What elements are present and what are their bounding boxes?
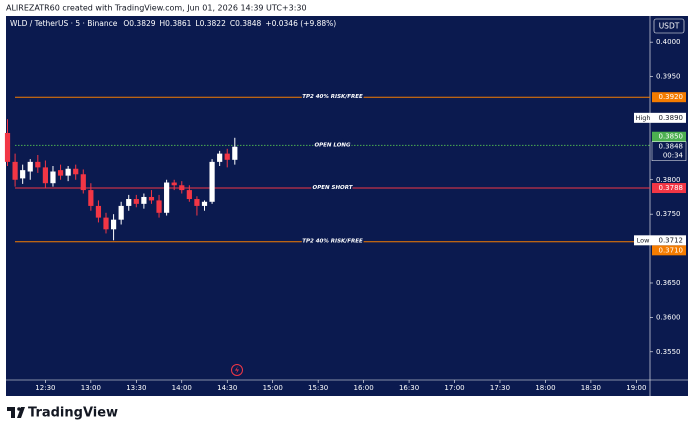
x-tick-label: 13:00 [81,384,101,392]
candle-body [12,161,18,180]
candle-body [133,199,139,204]
candle-body [80,174,86,191]
candle-body [65,168,71,176]
candle-body [35,161,41,168]
candle-body [27,161,33,172]
candle-body [42,167,48,184]
last-price-label: 0.3848 [659,143,684,151]
candle-body [126,199,132,206]
symbol: WLD / TetherUS · 5 · Binance [10,19,118,28]
candle-body [95,205,102,218]
candle-body [217,153,223,162]
level-price-label: 0.3788 [659,184,684,192]
level-price-label-box [652,131,686,142]
x-tick-label: 18:30 [581,384,601,392]
candle-body [4,132,11,162]
level-label: TP2 40% RISK/FREE [302,94,363,100]
level-price-label-box [652,245,686,256]
level-price-label: 0.3920 [659,93,684,101]
low-price-label: 0.3712 [659,236,684,244]
y-tick-label: 0.3750 [656,210,681,218]
x-tick-label: 19:00 [626,384,646,392]
candle-body [164,182,170,213]
x-tick-label: 13:30 [126,384,146,392]
candle-body [209,161,215,202]
alert-icon [231,364,243,376]
x-tick-label: 17:30 [490,384,510,392]
candle-body [148,196,155,201]
y-tick-label: 0.3800 [656,176,681,184]
x-tick-label: 17:00 [444,384,464,392]
brand: TradingView [28,406,118,421]
candle-body [118,205,124,220]
level-label: OPEN SHORT [313,185,354,191]
last-price-box [651,141,687,161]
ohlc-value: C0.3848 [230,19,262,28]
currency-box [653,18,685,34]
high-price-label-box [652,112,686,123]
level-price-label-box [652,183,686,194]
candle-body [50,171,56,184]
y-tick-label: 0.3950 [656,73,681,81]
candle-body [171,182,177,186]
candle-body [88,190,94,206]
level-price-label: 0.3850 [659,133,684,141]
candle-body [194,199,200,206]
x-tick-label: 18:00 [535,384,555,392]
level-label: OPEN LONG [314,142,351,148]
candle-body [179,185,185,191]
low-price-label-box [652,235,686,246]
countdown: 00:34 [663,152,684,160]
x-tick-label: 14:30 [217,384,237,392]
x-tick-label: 16:00 [354,384,374,392]
level-label: TP2 40% RISK/FREE [302,239,363,245]
y-tick-label: 0.3600 [656,313,681,321]
low-tag-box [634,235,652,246]
high-tag-box [634,112,652,123]
candle-body [201,201,208,206]
tradingview-logo [7,407,25,418]
candle-body [186,190,192,200]
candle-body [224,153,230,160]
currency: USDT [659,22,680,31]
candle-body [73,168,79,175]
candle-body [20,170,26,179]
level-price-label-box [652,92,686,103]
candle-body [232,146,238,160]
low-tag: Low [637,236,650,244]
ohlc-value: O0.3829 [123,19,155,28]
level-price-label: 0.3710 [659,246,684,254]
candle-body [156,200,162,213]
y-tick-label: 0.3650 [656,279,681,287]
ohlc-value: H0.3861 [160,19,192,28]
candle-body [57,170,64,176]
x-tick-label: 14:00 [172,384,192,392]
candle-body [141,196,147,204]
high-price-label: 0.3890 [659,114,684,122]
y-tick-label: 0.3550 [656,348,681,356]
symbol-header: WLD / TetherUS · 5 · Binance O0.3829 H0.38… [10,19,336,28]
x-tick-label: 12:30 [35,384,55,392]
chart-background [6,16,688,396]
x-tick-label: 16:30 [399,384,419,392]
candle-body [110,219,117,230]
x-tick-label: 15:30 [308,384,328,392]
high-tag: High [636,114,651,122]
ohlc-value: L0.3822 [195,19,226,28]
attribution: ALIREZATR60 created with TradingView.com… [6,4,307,13]
ohlc-value: +0.0346 (+9.88%) [265,19,336,28]
y-tick-label: 0.4000 [656,38,681,46]
x-tick-label: 15:00 [263,384,283,392]
candle-body [103,217,109,230]
